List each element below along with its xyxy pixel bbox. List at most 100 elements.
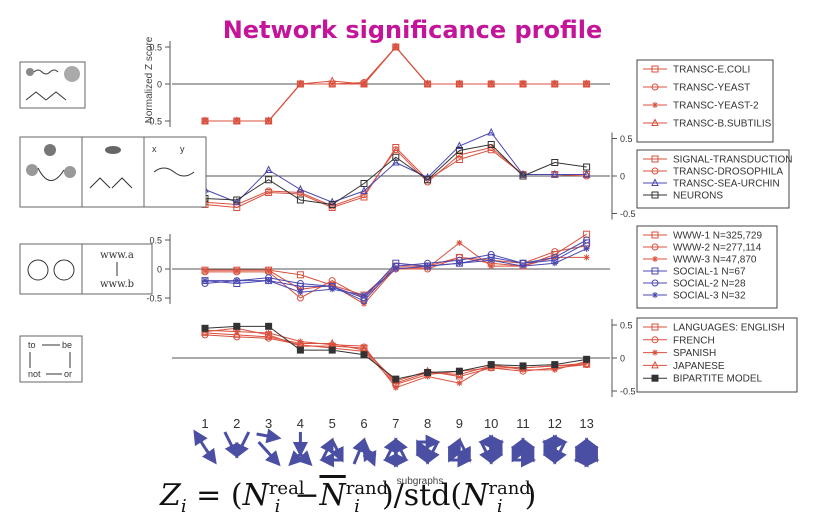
data-point xyxy=(392,266,399,272)
data-point xyxy=(583,236,591,244)
signal-edge xyxy=(37,167,65,181)
legend-marker xyxy=(651,191,659,199)
data-point xyxy=(391,42,400,50)
motif-edge xyxy=(489,439,503,463)
data-point xyxy=(296,184,305,193)
data-point xyxy=(424,176,432,184)
data-point xyxy=(456,260,463,267)
motif-edge xyxy=(553,441,567,465)
legend-label: TRANSC-B.SUBTILIS xyxy=(673,119,772,130)
legend-label: TRANSC-YEAST xyxy=(673,83,750,94)
data-point xyxy=(455,156,463,163)
data-point xyxy=(233,322,241,330)
data-point xyxy=(265,277,272,284)
motif-edge xyxy=(383,437,398,461)
word-not-label: not xyxy=(28,369,41,379)
data-point xyxy=(583,355,591,363)
motif-edge xyxy=(394,437,408,461)
data-point xyxy=(265,176,273,184)
data-point xyxy=(520,263,526,270)
motif-12-icon xyxy=(541,434,568,465)
formula-end: ) xyxy=(524,478,537,513)
motif-6-icon xyxy=(352,437,377,467)
data-point xyxy=(582,79,591,87)
data-point xyxy=(551,260,558,267)
y-axis-label: Normalized Z score xyxy=(144,36,155,123)
motif-7-icon xyxy=(382,437,409,468)
neuron-icon xyxy=(153,167,195,177)
legend-label: WWW-2 N=277,114 xyxy=(673,243,762,254)
data-point xyxy=(487,141,495,148)
data-point xyxy=(328,76,337,85)
motif-edge xyxy=(257,440,281,467)
subgraph-label: 3 xyxy=(265,416,272,431)
data-point xyxy=(519,79,527,87)
y-tick-label: 0.5 xyxy=(620,321,633,331)
data-point xyxy=(423,79,432,87)
series-line xyxy=(204,332,587,382)
smiley-icon xyxy=(27,259,49,281)
chart-panel-1: 0.5 0 -0.5 TRANSC-E.COLI TRANSC-YEAST TRANSC-… xyxy=(146,41,774,143)
formula-minus: − xyxy=(294,478,320,513)
data-point xyxy=(488,263,495,270)
motif-edge xyxy=(223,431,239,459)
y-tick-label: 0 xyxy=(157,80,162,90)
legend-label: TRANSC-SEA-URCHIN xyxy=(673,179,780,190)
y-tick-label: -0.5 xyxy=(146,117,162,127)
word-or-label: or xyxy=(64,369,72,379)
legend-marker xyxy=(651,155,659,163)
data-point xyxy=(265,322,273,330)
data-point xyxy=(296,280,304,287)
www-a-label: www.a xyxy=(100,250,134,261)
data-point xyxy=(233,277,240,284)
data-point xyxy=(264,165,273,173)
legend-marker xyxy=(651,167,659,175)
formula-close: )/std( xyxy=(381,478,463,513)
legend-label: SOCIAL-3 N=32 xyxy=(673,291,746,302)
legend-marker xyxy=(651,65,659,73)
motif-edge xyxy=(193,429,208,449)
data-point xyxy=(551,159,559,166)
node-x-icon xyxy=(44,144,56,156)
motif-13-icon xyxy=(573,437,600,468)
data-point xyxy=(456,239,463,246)
motif-edge xyxy=(457,439,471,463)
fly-gene-icon xyxy=(89,177,133,189)
data-point xyxy=(361,292,367,299)
data-point xyxy=(392,384,399,391)
subgraph-label: 9 xyxy=(456,416,463,431)
motif-edge xyxy=(426,441,440,465)
series-line xyxy=(204,325,587,380)
legend-marker xyxy=(651,279,659,287)
motif-edge xyxy=(352,437,367,465)
data-point xyxy=(202,267,208,274)
motif-edge xyxy=(479,441,493,465)
subgraph-label: 7 xyxy=(392,416,399,431)
legend-label: TRANSC-DROSOPHILA xyxy=(673,167,783,178)
formula-z-sub: i xyxy=(180,496,187,517)
data-point xyxy=(264,116,273,124)
data-point xyxy=(297,338,304,345)
data-point xyxy=(424,373,431,380)
data-point xyxy=(360,191,368,199)
motif-edge xyxy=(416,439,430,463)
y-tick-label: 0 xyxy=(620,172,625,182)
legend-label: FRENCH xyxy=(673,335,715,346)
y-tick-label: 0.5 xyxy=(149,43,162,53)
data-point xyxy=(296,79,305,87)
data-point xyxy=(329,341,336,348)
node-y-icon xyxy=(26,164,38,176)
data-point xyxy=(265,187,273,195)
motif-edge xyxy=(585,437,599,461)
data-point xyxy=(296,338,305,347)
data-point xyxy=(392,153,400,161)
subgraph-label: 12 xyxy=(548,416,562,431)
protein-icon xyxy=(26,68,34,76)
data-point xyxy=(519,362,527,370)
legend-marker xyxy=(652,292,658,298)
data-point xyxy=(487,127,496,136)
data-point xyxy=(328,201,336,208)
data-point xyxy=(296,271,304,279)
legend-marker xyxy=(651,118,659,126)
